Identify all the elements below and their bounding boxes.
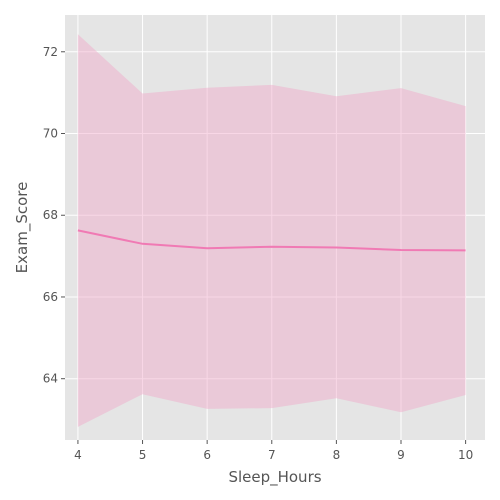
x-tick-label: 7 <box>268 448 276 462</box>
y-tick-label: 72 <box>43 45 58 59</box>
y-tick-label: 66 <box>43 290 58 304</box>
y-tick-label: 68 <box>43 208 58 222</box>
x-tick-label: 9 <box>397 448 405 462</box>
x-tick-label: 4 <box>74 448 82 462</box>
y-tick-label: 64 <box>43 372 58 386</box>
y-axis-label: Exam_Score <box>13 182 32 274</box>
x-tick-labels: 4 5 6 7 8 9 10 <box>74 440 473 462</box>
x-tick-label: 6 <box>203 448 211 462</box>
x-tick-label: 8 <box>333 448 341 462</box>
grid-lines <box>65 15 485 440</box>
plot-background <box>65 15 485 440</box>
series-line <box>77 229 466 252</box>
x-tick-label: 5 <box>139 448 147 462</box>
x-tick-label: 10 <box>458 448 473 462</box>
y-tick-label: 70 <box>43 127 58 141</box>
x-axis-label: Sleep_Hours <box>228 468 321 487</box>
confidence-band <box>77 34 466 427</box>
y-tick-labels: 64 66 68 70 72 <box>43 45 65 386</box>
